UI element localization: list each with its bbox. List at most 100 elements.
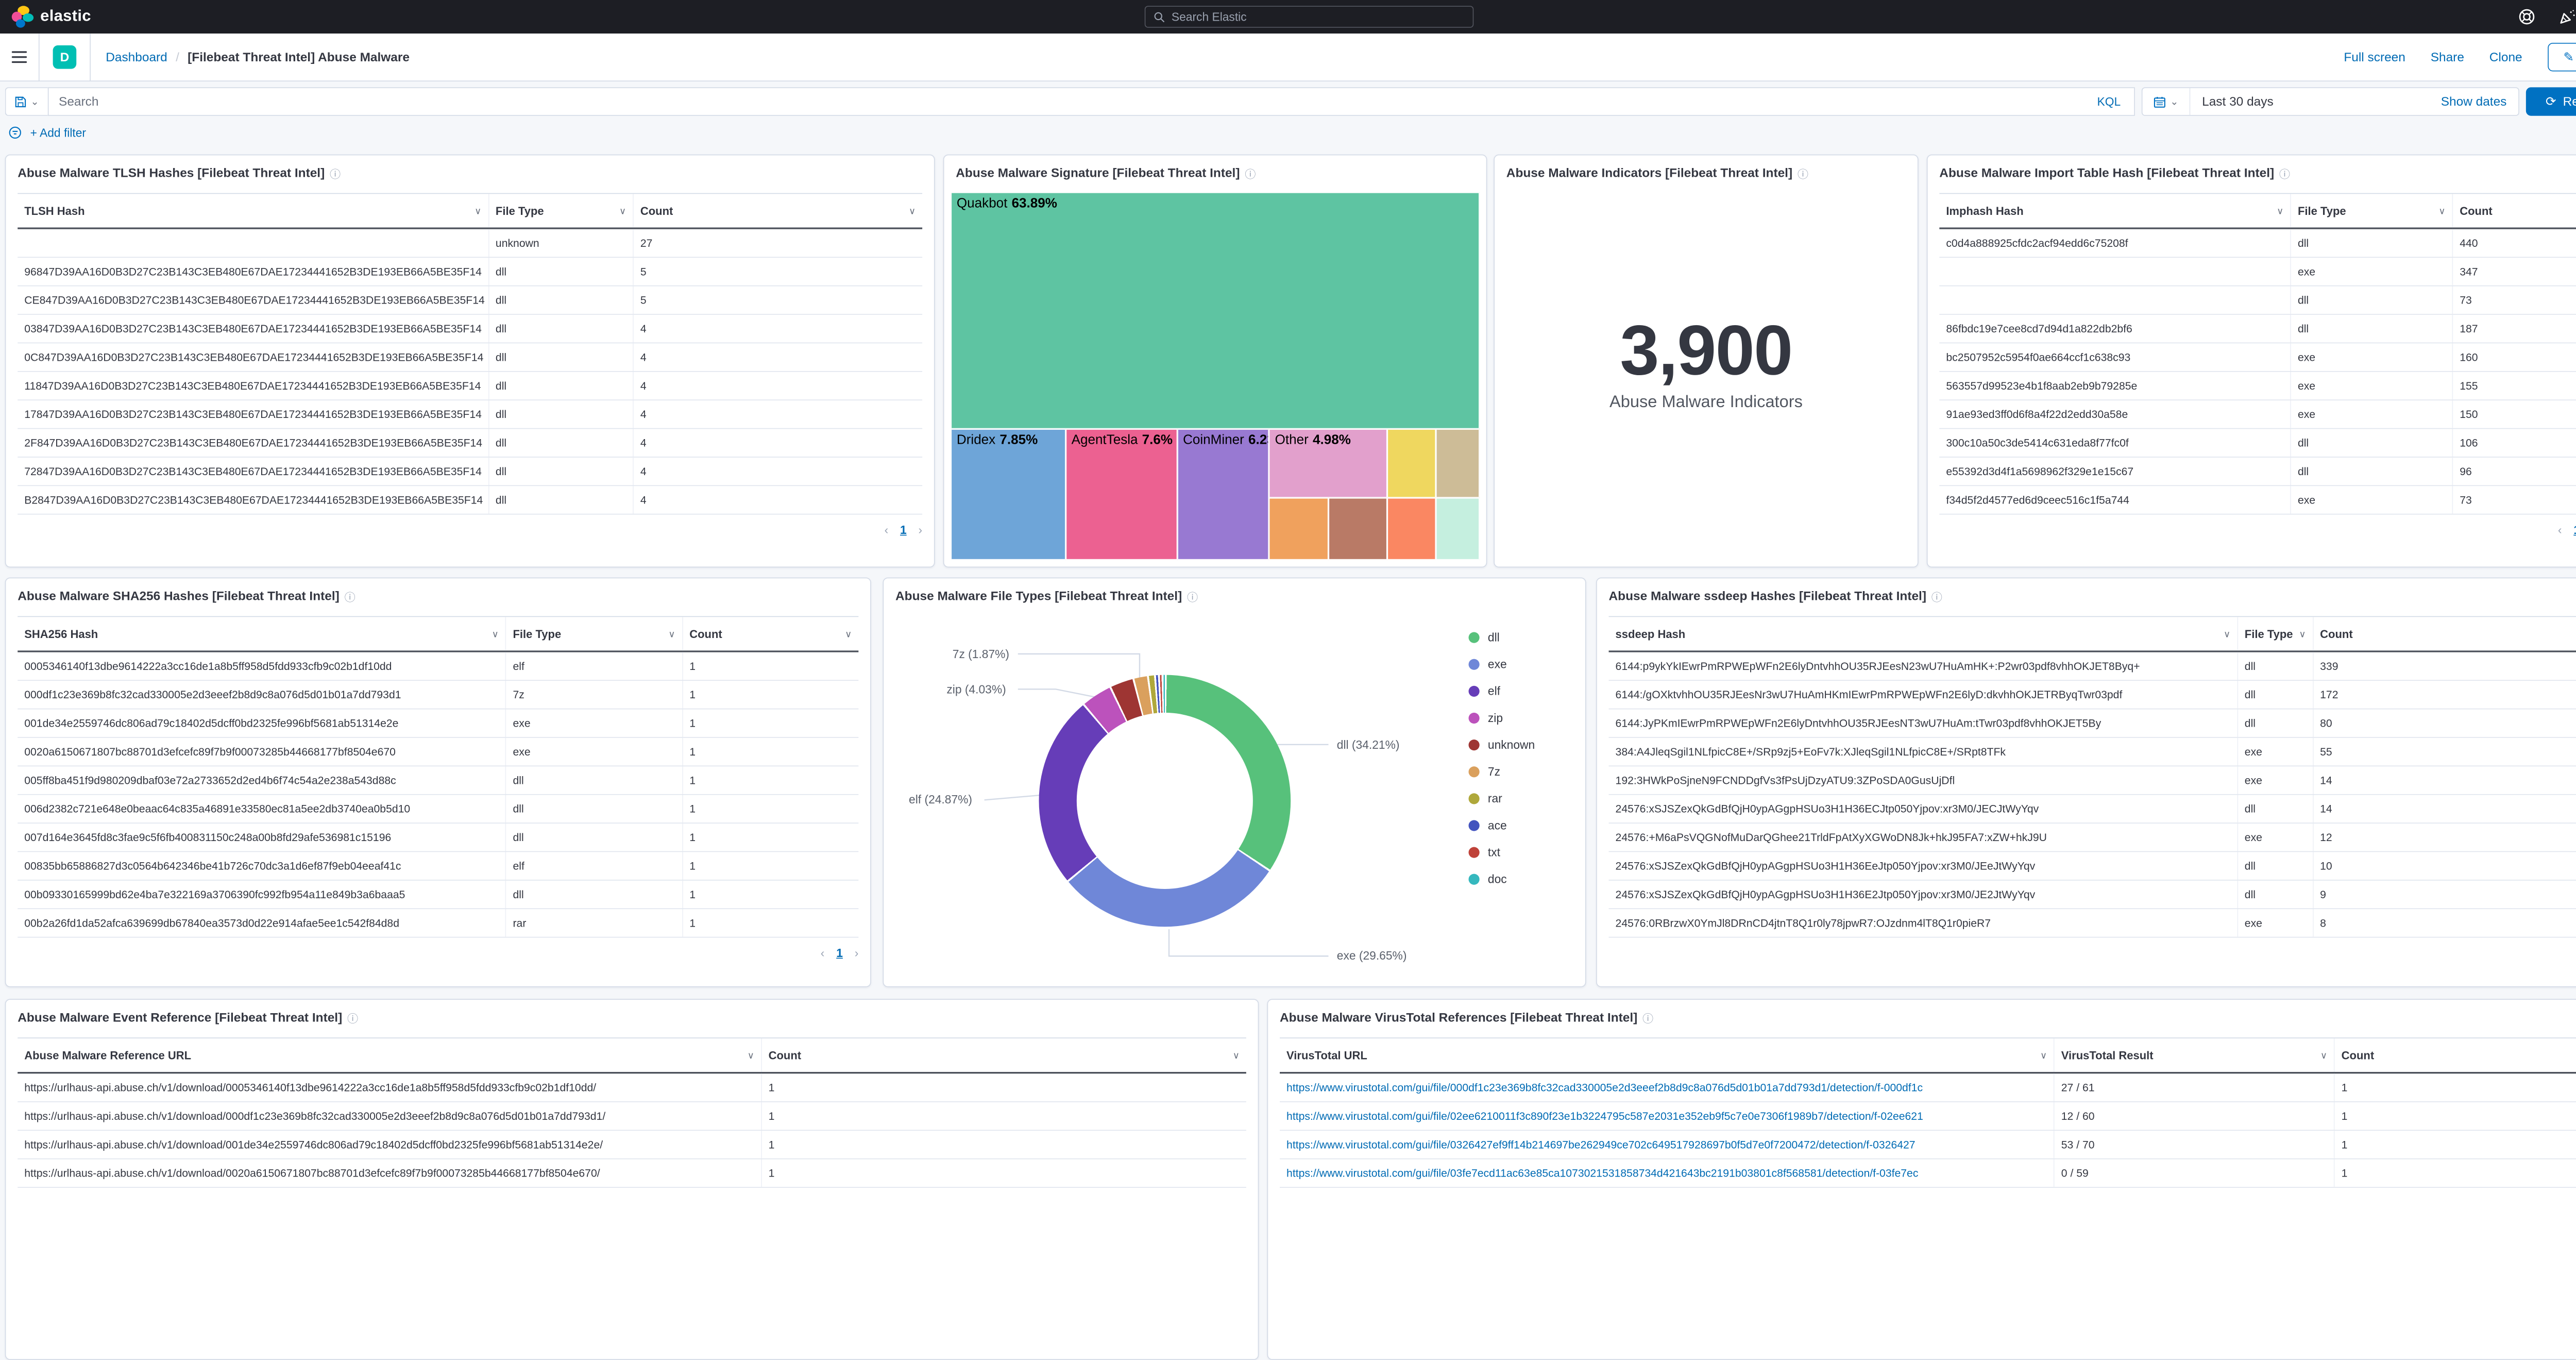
- treemap-slice[interactable]: [1435, 498, 1480, 560]
- column-header-imphash[interactable]: Imphash Hash ∨: [1946, 204, 2284, 217]
- treemap-slice-quakbot[interactable]: Quakbot 63.89%: [951, 192, 1480, 429]
- add-filter-button[interactable]: + Add filter: [30, 126, 87, 140]
- table-row[interactable]: 384:A4JleqSgil1NLfpicC8E+/SRp9zj5+EoFv7k…: [1608, 737, 2576, 767]
- filter-icon[interactable]: [8, 126, 22, 139]
- edit-button[interactable]: ✎ Edit: [2547, 43, 2576, 72]
- table-row[interactable]: 96847D39AA16D0B3D27C23B143C3EB480E67DAE1…: [18, 258, 923, 287]
- elastic-logo[interactable]: elastic: [0, 6, 129, 28]
- table-row[interactable]: 24576:+M6aPsVQGNofMuDarQGhee21TrldFpAtXy…: [1608, 823, 2576, 852]
- pagination-page-1[interactable]: 1: [2573, 523, 2576, 536]
- legend-item-doc[interactable]: doc: [1468, 872, 1535, 885]
- info-icon[interactable]: ⓘ: [1797, 167, 1809, 181]
- column-header-count[interactable]: Count∨: [633, 194, 922, 228]
- pagination-prev-icon[interactable]: ‹: [2557, 523, 2562, 536]
- table-row[interactable]: https://www.virustotal.com/gui/file/02ee…: [1280, 1102, 2576, 1131]
- info-icon[interactable]: ⓘ: [330, 167, 341, 181]
- table-row[interactable]: 192:3HWkPoSjneN9FCNDDgfVs3fPsUjDzyATU9:3…: [1608, 766, 2576, 795]
- table-row[interactable]: bc2507952c5954f0ae664ccf1c638c93 exe 160: [1939, 343, 2576, 372]
- table-row[interactable]: 300c10a50c3de5414c631eda8f77fc0f dll 106: [1939, 429, 2576, 458]
- info-icon[interactable]: ⓘ: [1245, 167, 1256, 181]
- full-screen-button[interactable]: Full screen: [2344, 49, 2405, 64]
- pagination-prev-icon[interactable]: ‹: [820, 946, 825, 960]
- legend-item-ace[interactable]: ace: [1468, 818, 1535, 832]
- pagination-next-icon[interactable]: ›: [918, 523, 923, 536]
- treemap-slice[interactable]: [1387, 428, 1436, 498]
- table-row[interactable]: 005ff8ba451f9d980209dbaf03e72a2733652d2e…: [18, 766, 859, 795]
- table-row[interactable]: 03847D39AA16D0B3D27C23B143C3EB480E67DAE1…: [18, 314, 923, 344]
- info-icon[interactable]: ⓘ: [347, 1012, 359, 1025]
- table-row[interactable]: 6144:/gOXktvhhOU35RJEesNr3wU7HuAmHKmIEwr…: [1608, 681, 2576, 710]
- table-row[interactable]: 007d164e3645fd8c3fae9c5f6fb400831150c248…: [18, 823, 859, 852]
- saved-query-button[interactable]: ⌄: [5, 87, 48, 116]
- treemap-slice[interactable]: [1269, 498, 1329, 560]
- pagination-next-icon[interactable]: ›: [854, 946, 859, 960]
- table-row[interactable]: 000df1c23e369b8fc32cad330005e2d3eeef2b8d…: [18, 681, 859, 710]
- column-header-tlsh-hash[interactable]: TLSH Hash ∨: [24, 204, 482, 217]
- column-header-virustotal-result[interactable]: VirusTotal Result ∨: [2054, 1038, 2334, 1072]
- query-language-button[interactable]: KQL: [2097, 95, 2121, 109]
- treemap-slice[interactable]: [1329, 498, 1388, 560]
- table-row[interactable]: 86fbdc19e7cee8cd7d94d1a822db2bf6 dll 187: [1939, 314, 2576, 344]
- table-row[interactable]: https://www.virustotal.com/gui/file/000d…: [1280, 1073, 2576, 1102]
- table-row[interactable]: 00b2a26fd1da52afca639699db67840ea3573d0d…: [18, 909, 859, 938]
- time-range-value[interactable]: Last 30 days: [2202, 94, 2274, 109]
- treemap-slice[interactable]: [1435, 428, 1480, 498]
- column-header-count[interactable]: Count∨: [682, 617, 859, 651]
- table-row[interactable]: 17847D39AA16D0B3D27C23B143C3EB480E67DAE1…: [18, 400, 923, 429]
- table-row[interactable]: dll 73: [1939, 286, 2576, 315]
- pagination-page-1[interactable]: 1: [900, 523, 907, 536]
- table-row[interactable]: e55392d3d4f1a5698962f329e1e15c67 dll 96: [1939, 457, 2576, 486]
- share-button[interactable]: Share: [2430, 49, 2464, 64]
- info-icon[interactable]: ⓘ: [2279, 167, 2291, 181]
- treemap-slice[interactable]: [1387, 498, 1436, 560]
- column-header-virustotal-url[interactable]: VirusTotal URL ∨: [1286, 1049, 2047, 1062]
- column-header-file-type[interactable]: File Type ∨: [505, 617, 682, 651]
- column-header-reference-url[interactable]: Abuse Malware Reference URL ∨: [24, 1049, 754, 1062]
- table-row[interactable]: 6144:p9ykYkIEwrPmRPWEpWFn2E6lyDntvhhOU35…: [1608, 652, 2576, 681]
- table-row[interactable]: 91ae93ed3ff0d6f8a4f22d2edd30a58e exe 150: [1939, 400, 2576, 429]
- table-row[interactable]: exe 347: [1939, 258, 2576, 287]
- file-types-donut-chart[interactable]: [1039, 675, 1291, 927]
- table-row[interactable]: https://urlhaus-api.abuse.ch/v1/download…: [18, 1102, 1246, 1131]
- column-header-count[interactable]: Count∨: [2333, 1038, 2576, 1072]
- table-row[interactable]: 006d2382c721e648e0beaac64c835a46891e3358…: [18, 795, 859, 824]
- column-header-ssdeep[interactable]: ssdeep Hash ∨: [1615, 627, 2231, 641]
- clone-button[interactable]: Clone: [2489, 49, 2522, 64]
- global-search-input[interactable]: Search Elastic: [1144, 6, 1474, 28]
- table-row[interactable]: https://www.virustotal.com/gui/file/03fe…: [1280, 1159, 2576, 1188]
- legend-item-exe[interactable]: exe: [1468, 657, 1535, 670]
- legend-item-elf[interactable]: elf: [1468, 684, 1535, 698]
- table-row[interactable]: 24576:xSJSZexQkGdBfQjH0ypAGgpHSUo3H1H36E…: [1608, 880, 2576, 910]
- info-icon[interactable]: ⓘ: [1642, 1012, 1654, 1025]
- table-row[interactable]: https://urlhaus-api.abuse.ch/v1/download…: [18, 1159, 1246, 1188]
- refresh-button[interactable]: ⟳ Refresh: [2526, 87, 2576, 116]
- table-row[interactable]: 24576:xSJSZexQkGdBfQjH0ypAGgpHSUo3H1H36E…: [1608, 852, 2576, 881]
- kql-search-input[interactable]: Search KQL: [47, 87, 2135, 116]
- info-icon[interactable]: ⓘ: [344, 591, 355, 604]
- legend-item-dll[interactable]: dll: [1468, 630, 1535, 644]
- legend-item-zip[interactable]: zip: [1468, 711, 1535, 725]
- table-row[interactable]: 001de34e2559746dc806ad79c18402d5dcff0bd2…: [18, 709, 859, 738]
- pagination-prev-icon[interactable]: ‹: [884, 523, 889, 536]
- signature-treemap-chart[interactable]: Quakbot 63.89% Dridex 7.85% AgentTesla 7.6% Co…: [951, 192, 1480, 560]
- table-row[interactable]: unknown 27: [18, 229, 923, 258]
- table-row[interactable]: 0C847D39AA16D0B3D27C23B143C3EB480E67DAE1…: [18, 343, 923, 372]
- table-row[interactable]: c0d4a888925cfdc2acf94edd6c75208f dll 440: [1939, 229, 2576, 258]
- column-header-count[interactable]: Count∨: [760, 1038, 1246, 1072]
- date-quick-select-button[interactable]: ⌄: [2142, 88, 2191, 115]
- table-row[interactable]: https://urlhaus-api.abuse.ch/v1/download…: [18, 1073, 1246, 1102]
- legend-item-rar[interactable]: rar: [1468, 792, 1535, 805]
- column-header-count[interactable]: Count∨: [2312, 617, 2576, 651]
- help-icon[interactable]: [2518, 8, 2536, 26]
- treemap-slice-other[interactable]: Other 4.98%: [1269, 428, 1388, 498]
- legend-item-7z[interactable]: 7z: [1468, 765, 1535, 778]
- treemap-slice-agenttesla[interactable]: AgentTesla 7.6%: [1065, 428, 1177, 560]
- table-row[interactable]: CE847D39AA16D0B3D27C23B143C3EB480E67DAE1…: [18, 286, 923, 315]
- column-header-count[interactable]: Count∨: [2452, 194, 2576, 228]
- app-switcher[interactable]: D: [40, 33, 91, 81]
- table-row[interactable]: 24576:0RBrzwX0YmJl8DRnCD4jtnT8Q1r0ly78jp…: [1608, 909, 2576, 938]
- table-row[interactable]: 00835bb65886827d3c0564b642346be41b726c70…: [18, 852, 859, 881]
- table-row[interactable]: f34d5f2d4577ed6d9ceec516c1f5a744 exe 73: [1939, 486, 2576, 515]
- column-header-file-type[interactable]: File Type ∨: [2237, 617, 2312, 651]
